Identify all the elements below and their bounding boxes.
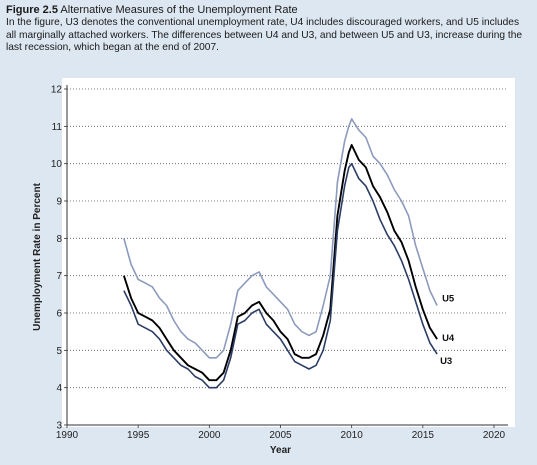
y-tick-label-6: 6 (56, 309, 62, 320)
series-line-u5 (123, 118, 438, 359)
y-tick-label-4: 4 (56, 383, 62, 394)
series-label-u3: U3 (440, 356, 452, 367)
figure-number: Figure 2.5 (6, 4, 58, 16)
x-tick-label-1995: 1995 (127, 430, 150, 441)
y-tick-label-11: 11 (52, 122, 63, 133)
y-tick-label-3: 3 (56, 421, 62, 432)
series-lines (122, 118, 438, 389)
x-tick-label-1990: 1990 (56, 430, 79, 441)
x-tick-label-2005: 2005 (269, 430, 292, 441)
caption-title-line: Figure 2.5 Alternative Measures of the U… (6, 3, 532, 17)
series-labels: U5 U4 U3 (440, 294, 455, 368)
figure-caption: Figure 2.5 Alternative Measures of the U… (6, 3, 532, 55)
y-tick-label-7: 7 (56, 271, 62, 282)
x-tick-label-2000: 2000 (198, 430, 221, 441)
y-axis-title: Unemployment Rate in Percent (32, 182, 43, 330)
y-tick-label-8: 8 (56, 234, 62, 245)
series-label-u4: U4 (442, 333, 455, 344)
series-line-u3 (123, 162, 438, 389)
x-axis-title: Year (270, 445, 291, 456)
x-tick-label-2015: 2015 (412, 430, 435, 441)
plot-background (62, 78, 515, 427)
y-tick-label-10: 10 (51, 159, 63, 170)
y-tick-label-12: 12 (51, 85, 63, 96)
series-line-u4 (122, 144, 438, 382)
y-tick-label-9: 9 (56, 197, 62, 208)
figure-title: Alternative Measures of the Unemployment… (60, 4, 298, 16)
caption-text: In the figure, U3 denotes the convention… (6, 17, 523, 54)
x-tick-label-2010: 2010 (341, 430, 364, 441)
y-tick-label-5: 5 (56, 346, 62, 357)
axes: 3 4 5 6 7 8 9 10 11 12 1990 1995 2000 2005 2010 2015 202… (51, 85, 508, 441)
x-tick-label-2020: 2020 (483, 430, 506, 441)
series-label-u5: U5 (442, 294, 455, 305)
